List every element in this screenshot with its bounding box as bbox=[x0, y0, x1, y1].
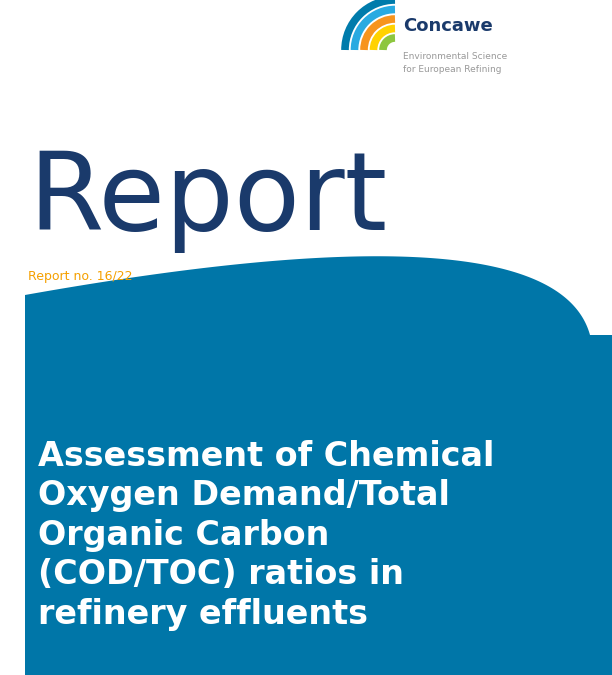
Text: Report: Report bbox=[28, 147, 387, 253]
Text: Concawe: Concawe bbox=[403, 17, 493, 35]
Polygon shape bbox=[25, 256, 612, 675]
Text: Report no. 16/22: Report no. 16/22 bbox=[28, 270, 133, 283]
Text: Assessment of Chemical
Oxygen Demand/Total
Organic Carbon
(COD/TOC) ratios in
re: Assessment of Chemical Oxygen Demand/Tot… bbox=[38, 440, 494, 631]
Text: Environmental Science
for European Refining: Environmental Science for European Refin… bbox=[403, 52, 507, 74]
